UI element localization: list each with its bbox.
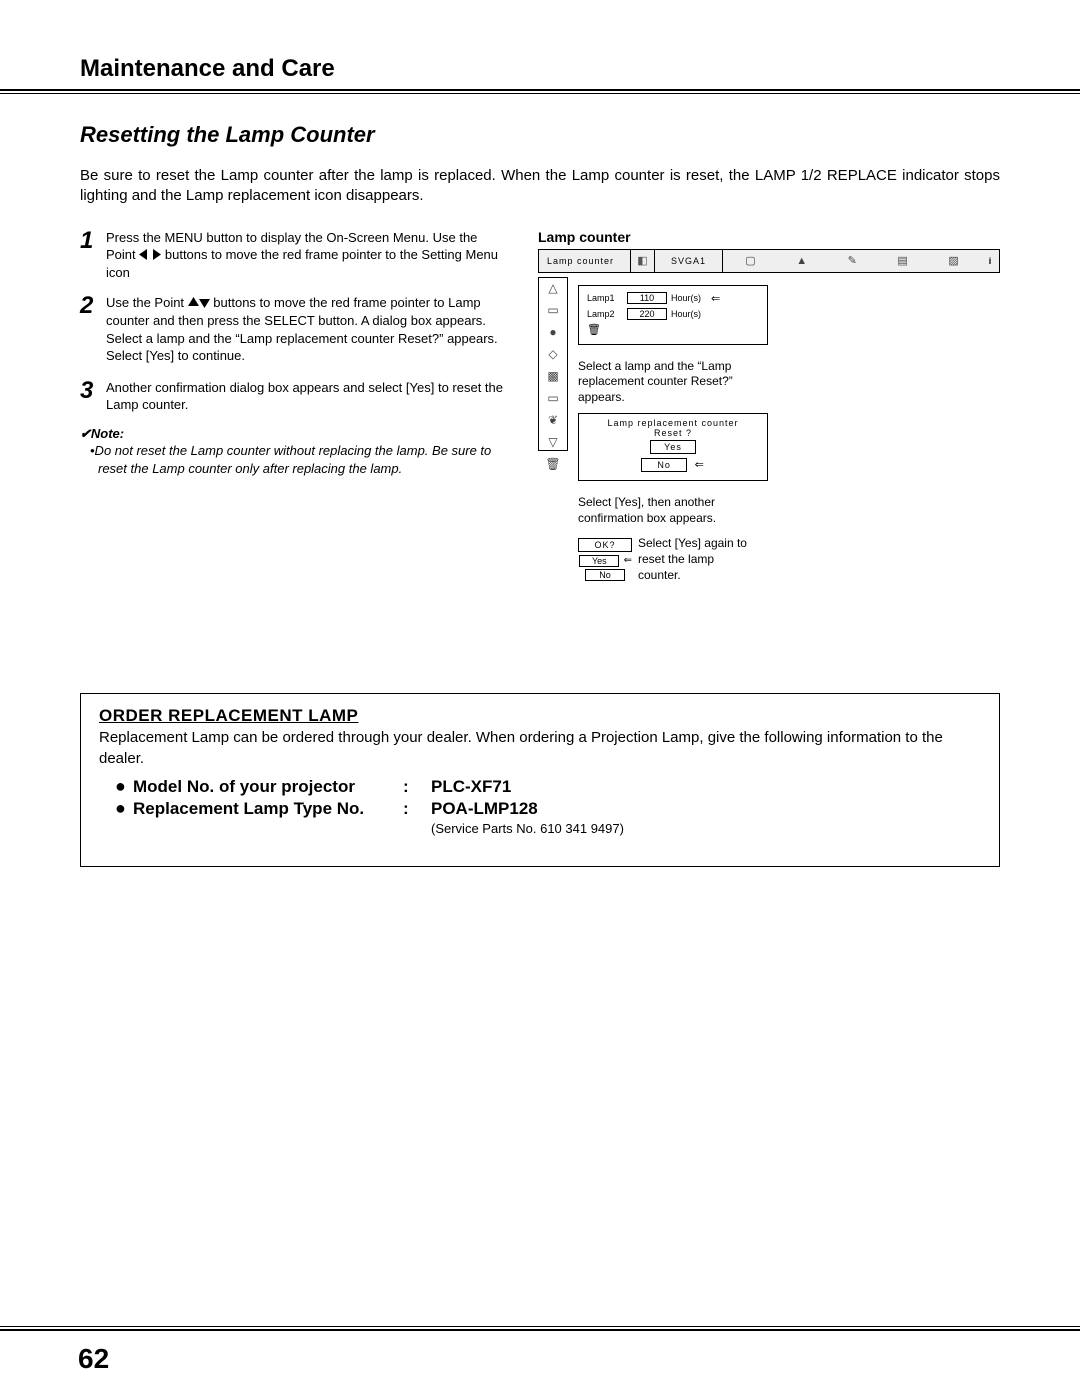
side-icon: ▭	[547, 392, 558, 404]
step-body: Use the Point buttons to move the red fr…	[106, 294, 510, 365]
osd-column: Lamp counter Lamp counter ◧ SVGA1 ▢ ▲ ✎ …	[538, 229, 1000, 584]
osd-menubar: Lamp counter ◧ SVGA1 ▢ ▲ ✎ ▤ ▨ i	[538, 249, 1000, 273]
order-colon: :	[403, 799, 431, 819]
intro-paragraph: Be sure to reset the Lamp counter after …	[80, 166, 1000, 207]
note-body: •Do not reset the Lamp counter without r…	[80, 442, 510, 477]
osd-caption-2: Select [Yes], then another confirmation …	[578, 495, 768, 526]
osd-side-icons: △ ▭ ● ◇ ▩ ▭ ❦ ▽ 🗑	[538, 277, 568, 451]
order-line-lamptype: ● Replacement Lamp Type No. : POA-LMP128	[99, 799, 981, 819]
lamp1-label: Lamp1	[587, 293, 623, 303]
step-text: buttons to move the red frame pointer to…	[106, 247, 498, 280]
yes-button: Yes	[650, 440, 696, 454]
side-icon: ◇	[548, 348, 557, 360]
side-icon: ●	[549, 326, 556, 338]
page-number: 62	[78, 1343, 109, 1375]
menubar-icon: ▤	[897, 254, 907, 267]
lamp1-value: 110	[627, 292, 667, 304]
side-icon: ❦	[548, 414, 558, 426]
exit-icon: 🗑	[545, 458, 560, 470]
lamp-row: Lamp1 110 Hour(s) ⇐	[587, 292, 759, 305]
chapter-title: Maintenance and Care	[80, 55, 1000, 83]
pointer-icon: ⇐	[624, 555, 632, 566]
menubar-icon: ▨	[948, 254, 958, 267]
step-body: Press the MENU button to display the On-…	[106, 229, 510, 282]
order-key: Replacement Lamp Type No.	[133, 799, 403, 819]
order-replacement-box: ORDER REPLACEMENT LAMP Replacement Lamp …	[80, 693, 1000, 867]
reset-line2: Reset ?	[579, 428, 767, 438]
no-button: No	[641, 458, 687, 472]
step-2: 2 Use the Point buttons to move the red …	[80, 294, 510, 365]
section-title: Resetting the Lamp Counter	[80, 122, 1000, 148]
step-number: 3	[80, 379, 106, 414]
ok-header: OK?	[578, 538, 632, 552]
menubar-svga: SVGA1	[655, 250, 723, 272]
menubar-icon: ▢	[745, 254, 755, 267]
order-key: Model No. of your projector	[133, 777, 403, 797]
ok-dialog: OK? Yes ⇐ No	[578, 538, 632, 582]
menubar-icon: ▲	[796, 255, 807, 267]
osd-caption-3: Select [Yes] again to reset the lamp cou…	[638, 536, 748, 583]
reset-line1: Lamp replacement counter	[579, 418, 767, 428]
lamp-row: Lamp2 220 Hour(s)	[587, 308, 759, 320]
bullet-icon: ●	[115, 777, 133, 795]
step-text: Another confirmation dialog box appears …	[106, 380, 503, 413]
lamp-hours-box: Lamp1 110 Hour(s) ⇐ Lamp2 220 Hour(s) 🗑	[578, 285, 768, 345]
down-arrow-icon: ▽	[548, 436, 557, 448]
no-button: No	[585, 569, 625, 581]
lamp2-label: Lamp2	[587, 309, 623, 319]
reset-icon: 🗑	[587, 323, 759, 336]
pointer-icon: ⇐	[711, 292, 720, 305]
order-line-model: ● Model No. of your projector : PLC-XF71	[99, 777, 981, 797]
step-text: Use the Point	[106, 295, 188, 310]
reset-dialog: Lamp replacement counter Reset ? Yes No …	[578, 413, 768, 481]
menubar-icon: ✎	[848, 254, 857, 267]
step-body: Another confirmation dialog box appears …	[106, 379, 510, 414]
up-arrow-icon: △	[548, 282, 557, 294]
point-left-right-icon	[139, 247, 161, 265]
lamp2-unit: Hour(s)	[671, 309, 707, 319]
osd-caption-1: Select a lamp and the “Lamp replacement …	[578, 359, 768, 406]
menubar-icons: ▢ ▲ ✎ ▤ ▨	[723, 250, 981, 272]
menubar-icon: ◧	[631, 250, 655, 272]
footer-rule	[0, 1326, 1080, 1331]
order-service-parts: (Service Parts No. 610 341 9497)	[99, 821, 981, 836]
step-number: 2	[80, 294, 106, 365]
menubar-info-icon: i	[981, 250, 999, 272]
step-1: 1 Press the MENU button to display the O…	[80, 229, 510, 282]
lamp2-value: 220	[627, 308, 667, 320]
chapter-rule	[0, 89, 1080, 94]
osd-title: Lamp counter	[538, 229, 1000, 245]
note-heading: ✔Note:	[80, 426, 510, 442]
bullet-icon: ●	[115, 799, 133, 817]
step-3: 3 Another confirmation dialog box appear…	[80, 379, 510, 414]
ok-dialog-row: OK? Yes ⇐ No Select [Yes] again to reset…	[578, 536, 1000, 583]
order-desc: Replacement Lamp can be ordered through …	[99, 728, 981, 769]
menubar-label: Lamp counter	[539, 250, 631, 272]
lamp1-unit: Hour(s)	[671, 293, 707, 303]
yes-button: Yes	[579, 555, 619, 567]
order-value: POA-LMP128	[431, 799, 538, 819]
step-number: 1	[80, 229, 106, 282]
order-value: PLC-XF71	[431, 777, 511, 797]
side-icon: ▭	[547, 304, 558, 316]
pointer-icon: ⇐	[691, 459, 705, 471]
point-up-down-icon	[188, 295, 210, 313]
order-colon: :	[403, 777, 431, 797]
side-icon: ▩	[547, 370, 558, 382]
order-title: ORDER REPLACEMENT LAMP	[99, 706, 981, 726]
steps-column: 1 Press the MENU button to display the O…	[80, 229, 510, 584]
